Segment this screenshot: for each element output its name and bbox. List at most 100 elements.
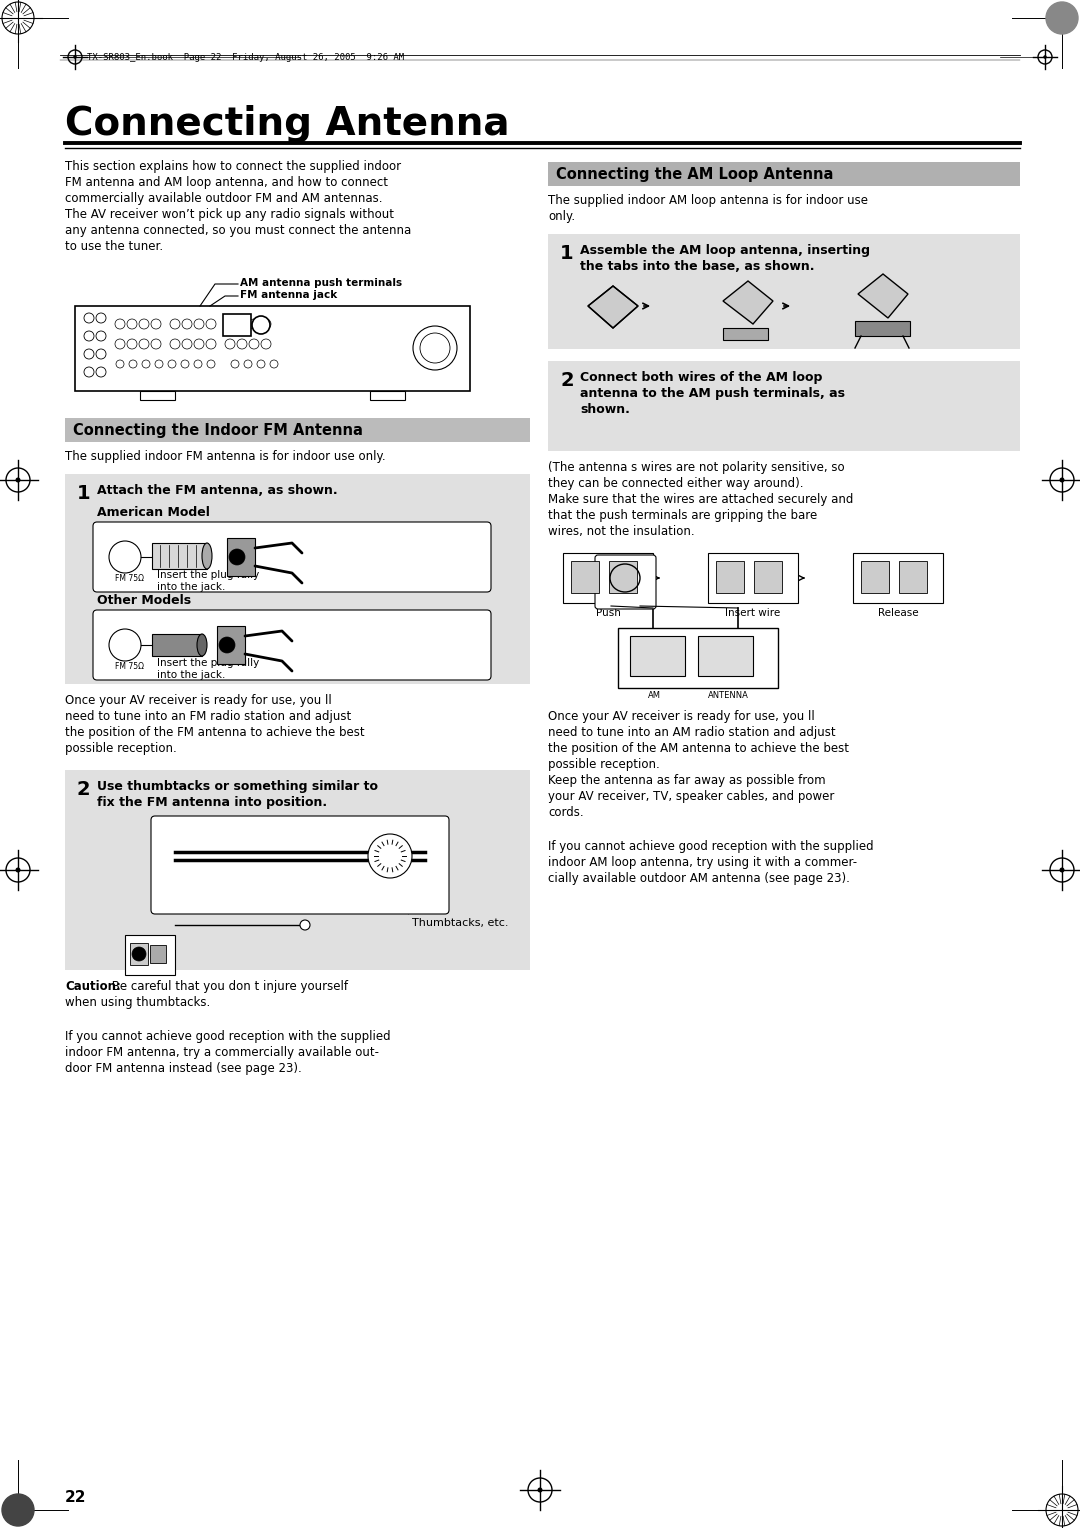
- Bar: [65, 419, 530, 442]
- Bar: [716, 561, 744, 593]
- Text: indoor AM loop antenna, try using it with a commer-: indoor AM loop antenna, try using it wit…: [548, 856, 858, 869]
- Text: TX-SR803_En.book  Page 22  Friday, August 26, 2005  9:26 AM: TX-SR803_En.book Page 22 Friday, August …: [87, 52, 404, 61]
- Text: to use the tuner.: to use the tuner.: [65, 240, 163, 254]
- Text: Connect both wires of the AM loop: Connect both wires of the AM loop: [580, 371, 822, 384]
- Polygon shape: [858, 274, 908, 318]
- Bar: [723, 329, 768, 341]
- Text: the position of the AM antenna to achieve the best: the position of the AM antenna to achiev…: [548, 743, 849, 755]
- Text: Thumbtacks, etc.: Thumbtacks, etc.: [411, 918, 509, 927]
- Circle shape: [538, 1488, 542, 1491]
- Bar: [227, 538, 255, 576]
- Text: Insert the plug fully: Insert the plug fully: [157, 570, 259, 581]
- Text: Push: Push: [595, 608, 620, 617]
- Bar: [140, 391, 175, 400]
- Circle shape: [300, 920, 310, 931]
- Circle shape: [73, 57, 76, 58]
- Bar: [65, 770, 530, 970]
- Text: Attach the FM antenna, as shown.: Attach the FM antenna, as shown.: [97, 484, 338, 497]
- Text: ANTENNA: ANTENNA: [708, 691, 748, 700]
- Bar: [222, 313, 251, 336]
- Bar: [217, 626, 245, 665]
- Text: into the jack.: into the jack.: [157, 582, 226, 591]
- Text: Caution:: Caution:: [65, 979, 121, 993]
- Text: indoor FM antenna, try a commercially available out-: indoor FM antenna, try a commercially av…: [65, 1047, 379, 1059]
- Text: Insert wire: Insert wire: [726, 608, 781, 617]
- Circle shape: [1044, 57, 1047, 58]
- Text: The supplied indoor FM antenna is for indoor use only.: The supplied indoor FM antenna is for in…: [65, 451, 386, 463]
- Text: Connecting the AM Loop Antenna: Connecting the AM Loop Antenna: [556, 167, 834, 182]
- Polygon shape: [588, 286, 638, 329]
- Text: that the push terminals are gripping the bare: that the push terminals are gripping the…: [548, 509, 818, 523]
- Circle shape: [1061, 868, 1064, 872]
- Circle shape: [16, 478, 19, 481]
- Text: Keep the antenna as far away as possible from: Keep the antenna as far away as possible…: [548, 775, 825, 787]
- Bar: [75, 306, 470, 391]
- Bar: [708, 553, 798, 604]
- Circle shape: [1061, 478, 1064, 481]
- Bar: [125, 935, 175, 975]
- Bar: [548, 361, 1020, 451]
- Text: Once your AV receiver is ready for use, you ll: Once your AV receiver is ready for use, …: [65, 694, 332, 707]
- Ellipse shape: [202, 542, 212, 568]
- Text: Make sure that the wires are attached securely and: Make sure that the wires are attached se…: [548, 494, 853, 506]
- Bar: [630, 636, 685, 675]
- Bar: [609, 561, 637, 593]
- Text: into the jack.: into the jack.: [157, 669, 226, 680]
- Circle shape: [219, 637, 235, 652]
- FancyBboxPatch shape: [93, 610, 491, 680]
- Text: the position of the FM antenna to achieve the best: the position of the FM antenna to achiev…: [65, 726, 365, 740]
- Circle shape: [368, 834, 411, 879]
- Circle shape: [1047, 2, 1078, 34]
- Bar: [548, 234, 1020, 348]
- Text: Connecting the Indoor FM Antenna: Connecting the Indoor FM Antenna: [73, 423, 363, 437]
- Text: when using thumbtacks.: when using thumbtacks.: [65, 996, 211, 1008]
- Text: This section explains how to connect the supplied indoor: This section explains how to connect the…: [65, 160, 401, 173]
- Text: 1: 1: [77, 484, 91, 503]
- Text: FM 75Ω: FM 75Ω: [114, 662, 144, 671]
- Bar: [563, 553, 653, 604]
- Text: antenna to the AM push terminals, as: antenna to the AM push terminals, as: [580, 387, 845, 400]
- Text: If you cannot achieve good reception with the supplied: If you cannot achieve good reception wit…: [548, 840, 874, 853]
- Circle shape: [2, 1494, 33, 1526]
- Text: your AV receiver, TV, speaker cables, and power: your AV receiver, TV, speaker cables, an…: [548, 790, 835, 804]
- Text: cially available outdoor AM antenna (see page 23).: cially available outdoor AM antenna (see…: [548, 872, 850, 885]
- Circle shape: [16, 868, 19, 872]
- Text: Once your AV receiver is ready for use, you ll: Once your AV receiver is ready for use, …: [548, 711, 814, 723]
- Bar: [855, 321, 910, 336]
- Circle shape: [132, 947, 146, 961]
- Text: door FM antenna instead (see page 23).: door FM antenna instead (see page 23).: [65, 1062, 301, 1076]
- Text: only.: only.: [548, 209, 576, 223]
- Text: cords.: cords.: [548, 805, 583, 819]
- FancyBboxPatch shape: [93, 523, 491, 591]
- Text: FM antenna jack: FM antenna jack: [240, 290, 337, 299]
- Text: 1: 1: [561, 244, 573, 263]
- Text: FM antenna and AM loop antenna, and how to connect: FM antenna and AM loop antenna, and how …: [65, 176, 388, 189]
- Text: AM: AM: [648, 691, 661, 700]
- Ellipse shape: [197, 634, 207, 656]
- Bar: [861, 561, 889, 593]
- Text: The AV receiver won’t pick up any radio signals without: The AV receiver won’t pick up any radio …: [65, 208, 394, 222]
- Text: Connecting Antenna: Connecting Antenna: [65, 105, 510, 144]
- Bar: [899, 561, 927, 593]
- Bar: [754, 561, 782, 593]
- Text: the tabs into the base, as shown.: the tabs into the base, as shown.: [580, 260, 814, 274]
- Text: possible reception.: possible reception.: [65, 743, 177, 755]
- Bar: [618, 628, 778, 688]
- Bar: [370, 391, 405, 400]
- FancyBboxPatch shape: [151, 816, 449, 914]
- Text: FM 75Ω: FM 75Ω: [114, 575, 144, 584]
- Bar: [152, 542, 207, 568]
- FancyBboxPatch shape: [595, 555, 656, 610]
- Polygon shape: [723, 281, 773, 324]
- Circle shape: [229, 549, 245, 565]
- Text: 2: 2: [561, 371, 573, 390]
- Bar: [65, 474, 530, 685]
- Text: commercially available outdoor FM and AM antennas.: commercially available outdoor FM and AM…: [65, 193, 382, 205]
- Text: Release: Release: [878, 608, 918, 617]
- Bar: [548, 162, 1020, 186]
- Text: American Model: American Model: [97, 506, 210, 520]
- Text: The supplied indoor AM loop antenna is for indoor use: The supplied indoor AM loop antenna is f…: [548, 194, 868, 206]
- Text: (The antenna s wires are not polarity sensitive, so: (The antenna s wires are not polarity se…: [548, 461, 845, 474]
- Text: shown.: shown.: [580, 403, 630, 416]
- Bar: [853, 553, 943, 604]
